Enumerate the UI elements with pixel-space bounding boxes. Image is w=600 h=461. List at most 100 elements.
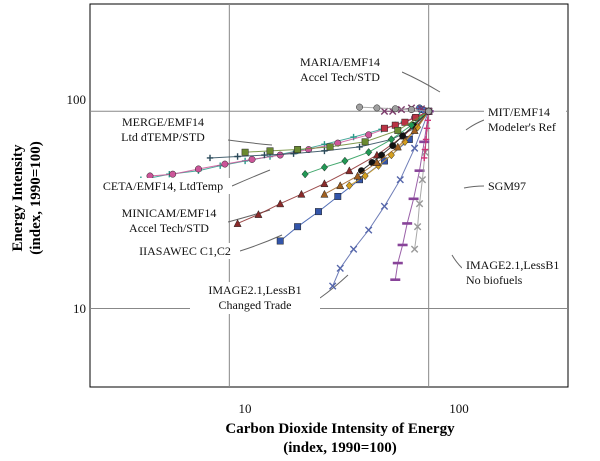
series-8-point [401, 137, 409, 147]
series-13-point [365, 148, 373, 157]
series-6-point [390, 278, 401, 281]
series-16-point [397, 105, 406, 114]
series-8-point [414, 123, 422, 132]
x-axis-subtitle: (index, 1990=100) [283, 440, 397, 456]
annotation-leader-line [451, 254, 463, 269]
series-13-point [320, 163, 328, 172]
series-6-point [419, 140, 430, 144]
series-2-point [206, 154, 214, 162]
series-5-point [396, 175, 404, 184]
annotation-ceta: CETA/EMF14, LtdTemp [103, 179, 223, 193]
annotation-image-biofuels-line2: No biofuels [466, 273, 523, 287]
series-11-point [410, 245, 419, 253]
series-3-point [254, 210, 263, 218]
series-6-point [414, 169, 425, 172]
series-17-point [356, 103, 363, 111]
series-13-point [341, 156, 349, 166]
series-1-point [248, 155, 256, 163]
series-17-point [425, 107, 433, 115]
series-6-line [394, 111, 430, 280]
data-series-group [112, 103, 434, 290]
series-1-point [221, 160, 229, 168]
annotation-maria-line2: Accel Tech/STD [300, 70, 380, 84]
series-14-point [421, 154, 428, 162]
series-1-point [365, 131, 373, 139]
series-4-point [276, 237, 284, 245]
series-13-point [301, 169, 309, 179]
y-axis-title: Energy Intensity [10, 144, 26, 252]
series-1-point [276, 151, 284, 159]
annotation-mit-line2: Modeler's Ref [488, 120, 556, 134]
series-3-point [345, 166, 354, 175]
series-7-point [389, 142, 397, 150]
annotation-mit-line1: MIT/EMF14 [488, 105, 550, 119]
series-14-point [424, 117, 431, 124]
series-14-point [423, 125, 431, 132]
series-15-point [361, 138, 369, 146]
series-17-point [373, 104, 381, 112]
annotation-leader-line [239, 234, 283, 252]
series-6-point [408, 197, 419, 201]
annotation-merge-line1: MERGE/EMF14 [122, 115, 204, 129]
series-10-point [380, 124, 388, 132]
series-17-point [408, 106, 415, 114]
series-6-point [397, 243, 408, 247]
annotation-sgm97: SGM97 [488, 179, 526, 193]
series-5-point [328, 282, 337, 290]
y-tick-label-10: 10 [73, 301, 86, 316]
series-4-point [334, 193, 342, 200]
series-3-point [276, 199, 285, 208]
series-12-point [372, 158, 381, 166]
series-2-point [261, 151, 268, 159]
series-5-point [380, 202, 389, 210]
series-12-point [353, 171, 362, 180]
annotation-leader-line [401, 71, 441, 93]
series-12-point [393, 142, 402, 151]
annotation-image-trade-line2: Changed Trade [219, 298, 292, 312]
series-2-point [234, 153, 241, 160]
annotation-maria-line1: MARIA/EMF14 [300, 55, 380, 69]
series-6-point [402, 222, 413, 225]
series-15-point [326, 143, 334, 151]
annotation-leader-line [465, 119, 485, 131]
series-3-point [297, 189, 306, 198]
series-7-point [378, 151, 385, 159]
series-11-point [418, 175, 427, 184]
series-15-point [241, 148, 249, 156]
series-3-point [233, 219, 242, 227]
series-7-point [399, 132, 407, 140]
annotation-leader-line [463, 185, 485, 189]
series-14-point [421, 146, 429, 153]
annotation-leader-line [227, 209, 271, 223]
series-8-point [361, 171, 369, 181]
x-tick-label-10: 10 [239, 401, 252, 416]
series-15-point [394, 126, 402, 134]
series-15-point [266, 147, 274, 155]
series-4-point [294, 223, 302, 231]
series-15-point [294, 146, 302, 153]
grid-lines [90, 4, 568, 387]
series-8-point [345, 181, 353, 190]
series-17-point [391, 105, 399, 113]
annotation-minicam-line1: MINICAM/EMF14 [122, 206, 217, 220]
annotation-merge-line2: Ltd dTEMP/STD [121, 130, 205, 144]
series-16-point [380, 107, 389, 115]
series-1-point [169, 170, 177, 178]
series-12-point [320, 189, 329, 198]
series-11-point [415, 200, 424, 208]
annotation-image-trade-line1: IMAGE2.1,LessB1 [208, 283, 301, 297]
series-12-point [410, 126, 419, 134]
series-13-point [387, 135, 395, 144]
series-4-point [315, 208, 322, 216]
annotation-minicam-line2: Accel Tech/STD [129, 221, 209, 235]
series-11-point [413, 222, 422, 231]
series-1-point [195, 165, 202, 173]
series-2-point [356, 143, 363, 151]
series-1-point [334, 139, 342, 147]
x-tick-label-100: 100 [449, 401, 469, 416]
annotation-leader-line [227, 139, 273, 146]
series-3-point [320, 179, 329, 188]
annotation-iiasawec: IIASAWEC C1,C2 [139, 244, 231, 258]
annotation-image-biofuels-line1: IMAGE2.1,LessB1 [466, 258, 559, 272]
